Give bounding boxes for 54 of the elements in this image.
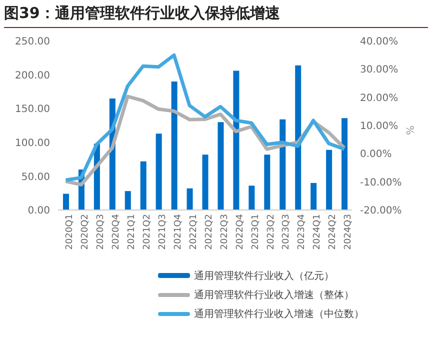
y-tick-label: 0.00 <box>28 206 50 217</box>
x-tick-label: 2024Q1 <box>312 214 323 250</box>
bar <box>202 154 208 210</box>
bar <box>171 82 178 210</box>
y-tick-label: 200.00 <box>15 70 50 82</box>
y2-tick-label: 10.00% <box>360 121 398 132</box>
bar <box>295 65 302 210</box>
bar <box>124 191 131 210</box>
y2-tick-label: 40.00% <box>360 36 398 48</box>
x-tick-label: 2022Q1 <box>188 214 199 250</box>
legend-label: 通用管理软件行业收入增速（中位数） <box>194 308 364 320</box>
y2-tick-label: 0.00% <box>360 149 392 160</box>
bar <box>264 154 270 210</box>
x-tick-label: 2023Q4 <box>297 214 308 250</box>
y2-tick-label: 20.00% <box>360 92 398 104</box>
bar <box>342 118 348 210</box>
line-series <box>64 53 346 182</box>
x-tick-label: 2020Q1 <box>65 214 76 250</box>
bar <box>218 122 224 210</box>
x-tick-label: 2023Q3 <box>282 214 292 250</box>
x-tick-label: 2020Q3 <box>96 214 106 250</box>
y-tick-label: 50.00 <box>21 172 50 183</box>
bar <box>63 194 69 210</box>
x-tick-label: 2022Q3 <box>220 214 230 250</box>
bar <box>186 188 193 210</box>
y-tick-label: 150.00 <box>15 104 50 116</box>
bar <box>156 134 162 210</box>
y-tick-label: 250.00 <box>15 36 50 48</box>
legend-label: 通用管理软件行业收入（亿元） <box>194 270 334 282</box>
x-tick-label: 2022Q4 <box>235 214 246 250</box>
bar <box>280 119 286 210</box>
legend-label: 通用管理软件行业收入增速（整体） <box>194 288 354 302</box>
bar <box>140 161 146 210</box>
x-tick-label: 2024Q3 <box>344 214 354 250</box>
bar <box>248 186 255 210</box>
x-tick-label: 2024Q2 <box>328 214 338 250</box>
x-tick-label: 2021Q2 <box>142 214 152 250</box>
bar <box>310 182 317 210</box>
x-tick-label: 2023Q2 <box>266 214 276 250</box>
x-tick-label: 2022Q2 <box>204 214 214 250</box>
x-tick-label: 2021Q1 <box>127 214 138 250</box>
y-tick-label: 100.00 <box>15 138 50 149</box>
x-tick-label: 2023Q1 <box>250 214 261 250</box>
y2-tick-label: -10.00% <box>360 177 402 188</box>
x-tick-label: 2020Q2 <box>80 214 91 250</box>
chart-title: 图39：通用管理软件行业收入保持低增速 <box>4 4 428 28</box>
x-tick-label: 2021Q3 <box>158 214 168 250</box>
bar <box>233 70 240 210</box>
y2-tick-label: -20.00% <box>360 206 402 217</box>
x-tick-label: 2020Q4 <box>112 214 122 250</box>
y2-tick-label: 30.00% <box>360 64 398 76</box>
bar <box>326 150 332 210</box>
y2-axis-title: % <box>403 126 414 136</box>
x-tick-label: 2021Q4 <box>173 214 184 250</box>
